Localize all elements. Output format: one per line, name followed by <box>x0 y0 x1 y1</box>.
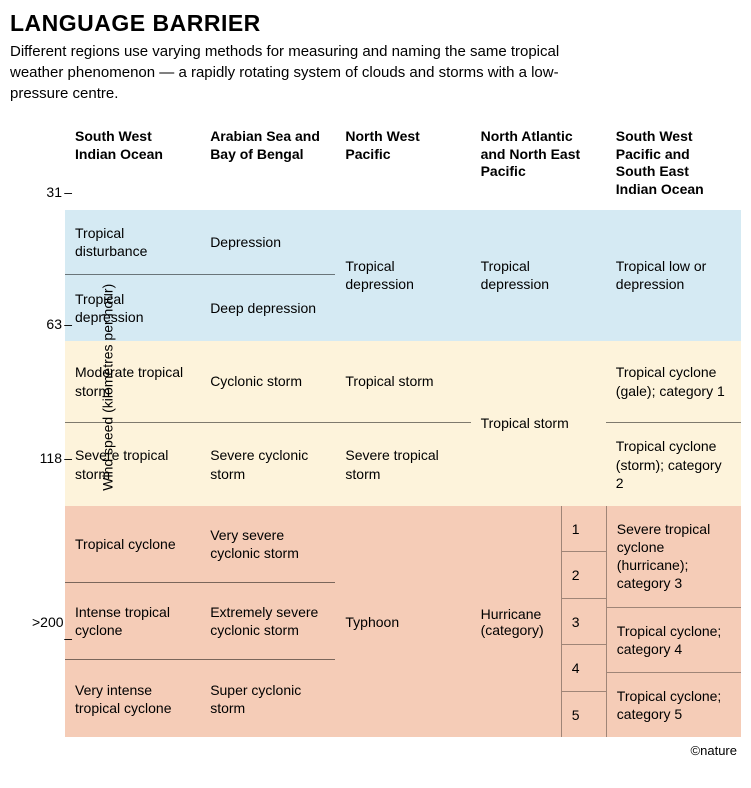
cell: Severe cyclonic storm <box>200 423 335 506</box>
cell: Tropical depression <box>65 275 200 340</box>
cat-num: 4 <box>562 644 606 691</box>
cell: Tropical depression <box>471 210 606 341</box>
cell: Tropical cyclone; category 4 <box>607 607 741 672</box>
category-numbers: 1 2 3 4 5 <box>561 506 606 737</box>
cat-num: 1 <box>562 506 606 552</box>
cell: Tropical cyclone; category 5 <box>607 672 741 737</box>
cell: Deep depression <box>200 275 335 340</box>
cell: Tropical depression <box>335 210 470 341</box>
cell: Tropical storm <box>335 341 470 424</box>
y-tick: 31 <box>32 184 62 200</box>
cell: Extremely severe cyclonic storm <box>200 583 335 660</box>
cat-num: 3 <box>562 598 606 645</box>
column-headers: South West Indian Ocean Arabian Sea and … <box>65 124 741 206</box>
cell: Tropical cyclone (storm); category 2 <box>606 423 741 506</box>
cell: Moderate tropical storm <box>65 341 200 424</box>
credit: ©nature <box>10 737 741 760</box>
cell: Very intense tropical cyclone <box>65 660 200 737</box>
cell: Intense tropical cyclone <box>65 583 200 660</box>
cell: Tropical cyclone (gale); category 1 <box>606 341 741 424</box>
cell: Severe tropical cyclone (hurricane); cat… <box>607 506 741 607</box>
cell: Hurricane (category) <box>471 506 561 737</box>
chart-area: Wind speed (kilometres per hour) 31 63 1… <box>10 124 741 737</box>
cat-num: 2 <box>562 551 606 598</box>
y-tick: 63 <box>32 316 62 332</box>
chart-subtitle: Different regions use varying methods fo… <box>10 41 570 104</box>
y-tick: >200 <box>32 614 62 630</box>
cell: Depression <box>200 210 335 275</box>
band-mid: Moderate tropical storm Cyclonic storm T… <box>65 341 741 506</box>
cell: Tropical cyclone <box>65 506 200 583</box>
cell: Super cyclonic storm <box>200 660 335 737</box>
col-header: North West Pacific <box>335 124 470 206</box>
cell: Severe tropical storm <box>65 423 200 506</box>
band-high: Tropical cyclone Very severe cyclonic st… <box>65 506 741 737</box>
col-header: South West Pacific and South East Indian… <box>606 124 741 206</box>
y-axis-label: Wind speed (kilometres per hour) <box>99 283 115 490</box>
band-low: Tropical disturbance Depression Tropical… <box>65 210 741 341</box>
cell: Severe tropical storm <box>335 423 470 506</box>
cat-num: 5 <box>562 691 606 738</box>
cell: Very severe cyclonic storm <box>200 506 335 583</box>
col-header: South West Indian Ocean <box>65 124 200 206</box>
sw-pacific-col: Severe tropical cyclone (hurricane); cat… <box>606 506 741 737</box>
col-header: North Atlantic and North East Pacific <box>471 124 606 206</box>
cell: Typhoon <box>335 506 470 737</box>
cell: Tropical disturbance <box>65 210 200 275</box>
chart-title: LANGUAGE BARRIER <box>10 10 741 37</box>
hurricane-category-col: Hurricane (category) 1 2 3 4 5 <box>471 506 606 737</box>
y-tick: 118 <box>32 450 62 466</box>
cell: Cyclonic storm <box>200 341 335 424</box>
col-header: Arabian Sea and Bay of Bengal <box>200 124 335 206</box>
cell: Tropical low or depression <box>606 210 741 341</box>
cell: Tropical storm <box>471 341 606 506</box>
